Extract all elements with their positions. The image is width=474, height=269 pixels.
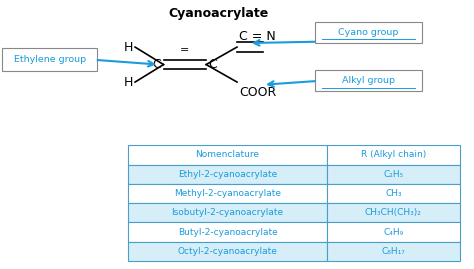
Text: Cyanoacrylate: Cyanoacrylate bbox=[168, 7, 268, 20]
Text: Ethylene group: Ethylene group bbox=[14, 55, 86, 64]
Bar bbox=[128, 165, 327, 184]
Text: Methyl-2-cyanoacrylate: Methyl-2-cyanoacrylate bbox=[174, 189, 281, 198]
Text: COOR: COOR bbox=[239, 86, 277, 99]
Text: C: C bbox=[209, 58, 217, 71]
Bar bbox=[327, 242, 460, 261]
Bar bbox=[327, 203, 460, 222]
Text: C₂H₅: C₂H₅ bbox=[383, 170, 403, 179]
Text: CH₃: CH₃ bbox=[385, 189, 402, 198]
Bar bbox=[327, 184, 460, 203]
Text: C₄H₉: C₄H₉ bbox=[383, 228, 403, 236]
Bar bbox=[128, 242, 327, 261]
Text: Isobutyl-2-cyanoacrylate: Isobutyl-2-cyanoacrylate bbox=[172, 208, 283, 217]
Bar bbox=[128, 203, 327, 222]
Bar bbox=[327, 145, 460, 165]
Text: H: H bbox=[123, 41, 133, 54]
Bar bbox=[128, 222, 327, 242]
Text: Nomenclature: Nomenclature bbox=[195, 150, 260, 160]
Text: Octyl-2-cyanoacrylate: Octyl-2-cyanoacrylate bbox=[178, 247, 277, 256]
Text: =: = bbox=[180, 45, 190, 55]
Text: C = N: C = N bbox=[239, 30, 276, 43]
Text: CH₃CH(CH₃)₂: CH₃CH(CH₃)₂ bbox=[365, 208, 422, 217]
Bar bbox=[128, 145, 327, 165]
Text: Butyl-2-cyanoacrylate: Butyl-2-cyanoacrylate bbox=[178, 228, 277, 236]
Text: Ethyl-2-cyanoacrylate: Ethyl-2-cyanoacrylate bbox=[178, 170, 277, 179]
FancyBboxPatch shape bbox=[315, 70, 422, 91]
Text: C₈H₁₇: C₈H₁₇ bbox=[382, 247, 405, 256]
Text: H: H bbox=[123, 76, 133, 89]
Text: Alkyl group: Alkyl group bbox=[342, 76, 395, 86]
Bar bbox=[327, 165, 460, 184]
Text: C: C bbox=[153, 58, 161, 71]
Text: Cyano group: Cyano group bbox=[338, 28, 399, 37]
FancyBboxPatch shape bbox=[2, 48, 97, 71]
Text: R (Alkyl chain): R (Alkyl chain) bbox=[361, 150, 426, 160]
Bar bbox=[128, 184, 327, 203]
Bar bbox=[327, 222, 460, 242]
FancyBboxPatch shape bbox=[315, 22, 422, 43]
